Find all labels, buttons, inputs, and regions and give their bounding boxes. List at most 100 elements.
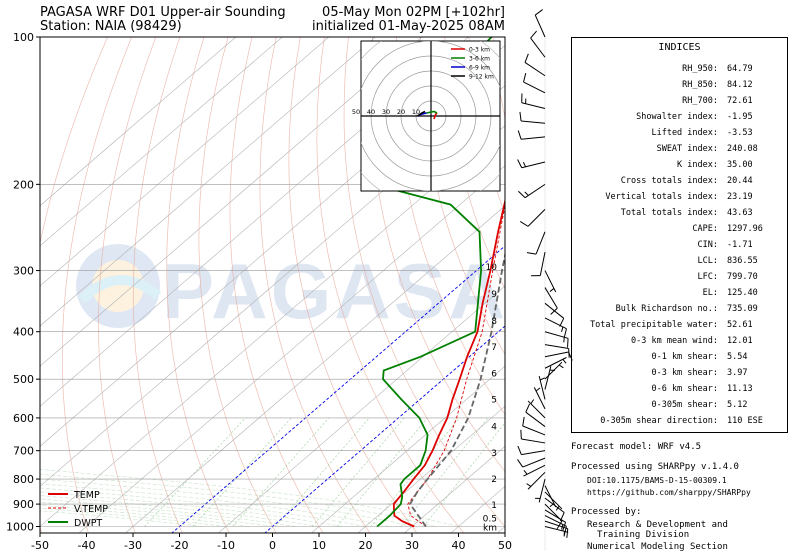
hodograph-trace	[417, 110, 426, 117]
wind-barb	[544, 351, 573, 361]
plot-area: PAGASA	[40, 37, 505, 533]
wind-barb-flag	[534, 9, 543, 16]
x-tick-label: -30	[124, 539, 142, 552]
wind-barb-staff	[544, 509, 566, 523]
wind-barb	[531, 251, 546, 277]
wind-barb-staff	[535, 231, 546, 255]
wind-barb-flag	[561, 326, 564, 332]
wind-barb-flag	[562, 358, 567, 364]
y-tick-label: 1000	[6, 521, 34, 534]
index-value: -1.95	[727, 112, 753, 122]
isotherm	[404, 445, 505, 533]
mixing-ratio-line	[336, 417, 428, 527]
wind-barb-flag	[523, 72, 527, 83]
wind-barb-flag	[550, 307, 558, 315]
wind-barb-flag	[559, 318, 565, 327]
isotherm	[40, 125, 505, 527]
height-label: 4	[491, 423, 497, 433]
wind-barb	[544, 287, 558, 315]
x-tick-label: -50	[31, 539, 49, 552]
index-label: RH_850:	[682, 80, 718, 90]
index-label: CAPE:	[692, 224, 718, 234]
isotherm	[40, 37, 283, 247]
hodograph-ring-label: 20	[397, 108, 405, 116]
x-tick-label: 40	[452, 539, 466, 552]
wind-barb-flag	[539, 377, 545, 381]
logo-circle-outer	[76, 244, 160, 328]
wind-barb-flag	[522, 416, 525, 427]
index-value: 5.54	[727, 352, 748, 362]
index-value: 735.09	[727, 304, 758, 314]
wind-barb-flag	[517, 159, 523, 169]
isotherm	[218, 285, 505, 533]
wind-barb-flag	[563, 328, 567, 338]
index-label: 0-6 km shear:	[651, 384, 718, 394]
init-time-label: initialized 01-May-2025 08AM	[311, 19, 505, 34]
index-value: -3.53	[727, 128, 753, 138]
processed-by-label: Processed by:	[571, 507, 642, 517]
organization-line-1: Research & Development and	[587, 520, 728, 530]
index-label: 0-305m shear direction:	[600, 416, 718, 426]
hodograph-legend-label: 3-6 km	[469, 56, 490, 63]
y-tick-label: 200	[13, 178, 34, 191]
dry-adiabat	[40, 37, 108, 533]
hodograph-ring-label: 50	[352, 108, 360, 116]
wind-barb	[535, 478, 546, 503]
indices-title: INDICES	[658, 42, 701, 53]
y-tick-label: 400	[13, 326, 34, 339]
wind-barb	[544, 344, 570, 358]
chart-title-line-1: PAGASA WRF D01 Upper-air Sounding	[40, 5, 286, 20]
wind-barb-flag	[556, 520, 563, 530]
index-label: CIN:	[697, 240, 718, 250]
dry-adiabat	[343, 37, 505, 528]
y-tick-label: 500	[13, 373, 34, 386]
index-value: 799.70	[727, 272, 758, 282]
logo-wave-icon	[78, 275, 162, 304]
profile-v-temp	[407, 203, 505, 527]
mixing-ratio-line	[370, 417, 460, 527]
wind-barb-flag	[519, 111, 522, 122]
wind-barb	[544, 361, 564, 380]
x-tick-label: -10	[217, 539, 235, 552]
legend-label: V.TEMP	[74, 504, 108, 515]
wind-barb-flag	[530, 30, 537, 39]
index-value: 35.00	[727, 160, 753, 170]
wind-barb-staff	[544, 366, 552, 390]
logo-sun-icon	[92, 260, 144, 312]
pagasa-logo-watermark	[76, 244, 162, 328]
wind-barb	[544, 485, 557, 508]
height-label: 0.5	[483, 514, 497, 524]
wind-barb-staff	[527, 209, 546, 227]
wind-barb-flag	[559, 512, 565, 522]
height-label: 8	[491, 317, 497, 327]
hodograph-ring-label: 30	[382, 108, 390, 116]
wind-barb-flag	[517, 445, 522, 455]
wind-barb-flag	[562, 522, 567, 532]
wind-barb-staff	[521, 450, 546, 456]
dry-adiabat	[259, 37, 371, 533]
wind-barb	[530, 30, 546, 58]
y-tick-label: 100	[13, 31, 34, 44]
wind-barb	[544, 270, 557, 293]
x-tick-label: 20	[359, 539, 373, 552]
profile-temp	[392, 197, 505, 528]
wind-barb	[524, 53, 546, 77]
wind-barb-flag	[549, 503, 555, 508]
isotherm	[125, 205, 505, 533]
wind-barb-staff	[544, 491, 563, 510]
index-label: Total precipitable water:	[590, 320, 718, 330]
wind-barb-staff	[534, 14, 546, 38]
wind-barb	[538, 376, 546, 400]
wind-barb	[544, 515, 567, 536]
index-value: 12.01	[727, 336, 753, 346]
indices-panel: INDICES RH_950: 64.79 RH_850: 84.12 RH_700: 7…	[571, 37, 788, 433]
index-value: 20.44	[727, 176, 753, 186]
wind-barb-flag	[518, 190, 526, 199]
index-value: 240.08	[727, 144, 758, 154]
wind-barb-staff	[521, 120, 546, 124]
height-label: 9	[491, 290, 497, 300]
wind-barb-flag	[524, 191, 529, 196]
wind-barb-flag	[563, 526, 567, 536]
wind-barb-staff	[524, 183, 546, 199]
mixing-ratio-line	[192, 417, 292, 527]
